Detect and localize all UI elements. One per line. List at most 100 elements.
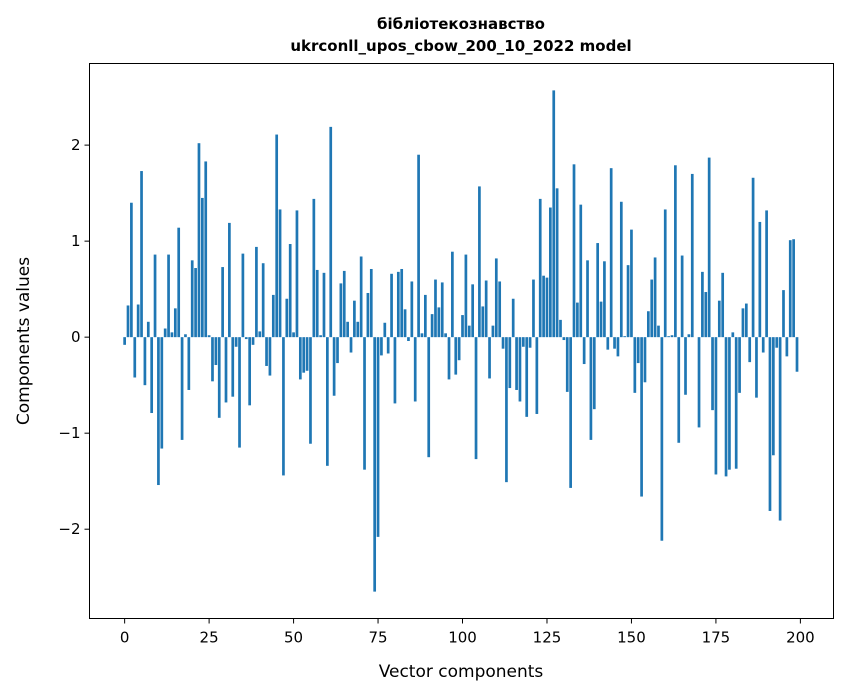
bar xyxy=(309,337,312,444)
bar xyxy=(519,337,522,401)
bar xyxy=(319,335,322,337)
bar xyxy=(424,295,427,337)
bar xyxy=(130,203,133,337)
bar xyxy=(563,337,566,340)
bar xyxy=(512,299,515,337)
bar xyxy=(242,254,245,338)
bar xyxy=(525,337,528,417)
bar xyxy=(373,337,376,591)
bar xyxy=(458,337,461,360)
bar xyxy=(593,337,596,409)
bar xyxy=(596,243,599,337)
x-tick-label: 25 xyxy=(200,629,219,647)
bar xyxy=(296,210,299,337)
bar xyxy=(671,335,674,337)
bar xyxy=(133,337,136,377)
bar xyxy=(610,168,613,337)
bar xyxy=(600,302,603,338)
bar xyxy=(481,306,484,337)
bar xyxy=(502,337,505,349)
bar xyxy=(465,255,468,338)
bar xyxy=(667,336,670,337)
bar xyxy=(698,337,701,427)
bar xyxy=(627,265,630,337)
bar xyxy=(258,331,261,337)
bar xyxy=(299,337,302,379)
bar xyxy=(478,186,481,337)
bar xyxy=(181,337,184,440)
bar xyxy=(549,208,552,338)
bar xyxy=(340,283,343,337)
bar xyxy=(546,278,549,338)
bar xyxy=(235,337,238,347)
bar xyxy=(150,337,153,413)
bar xyxy=(215,337,218,365)
y-axis-label: Components values xyxy=(14,257,34,425)
bar xyxy=(306,337,309,371)
bar xyxy=(721,273,724,337)
bar xyxy=(637,337,640,363)
bar xyxy=(728,337,731,470)
bar xyxy=(157,337,160,485)
bar xyxy=(201,198,204,337)
bar xyxy=(755,337,758,397)
bar xyxy=(688,334,691,337)
bar xyxy=(701,272,704,337)
x-tick-label: 75 xyxy=(368,629,387,647)
x-tick-label: 200 xyxy=(786,629,815,647)
x-tick-label: 100 xyxy=(448,629,477,647)
bar xyxy=(792,239,795,337)
bar xyxy=(748,337,751,362)
bar xyxy=(346,322,349,337)
bar xyxy=(789,240,792,337)
bar xyxy=(123,337,126,345)
bar xyxy=(312,199,315,337)
bar xyxy=(647,311,650,337)
bar xyxy=(590,337,593,440)
bar xyxy=(738,337,741,393)
y-tick-label: 0 xyxy=(71,328,81,346)
bar xyxy=(539,199,542,337)
bar xyxy=(718,301,721,337)
bar xyxy=(623,336,626,337)
bar xyxy=(451,252,454,337)
bar xyxy=(147,322,150,337)
bar xyxy=(407,337,410,341)
bar xyxy=(542,276,545,337)
bar xyxy=(559,320,562,337)
bar xyxy=(231,337,234,397)
bar xyxy=(285,299,288,337)
bar xyxy=(370,269,373,337)
bar xyxy=(752,178,755,337)
bar xyxy=(633,337,636,393)
bar xyxy=(184,334,187,337)
x-tick-label: 150 xyxy=(617,629,646,647)
bar xyxy=(765,210,768,337)
bar xyxy=(566,337,569,392)
bar xyxy=(221,267,224,337)
bar xyxy=(758,222,761,337)
bar xyxy=(336,337,339,363)
bar xyxy=(255,247,258,337)
bar xyxy=(245,337,248,339)
bar xyxy=(238,337,241,447)
bar xyxy=(363,337,366,470)
bar xyxy=(360,257,363,338)
x-tick-label: 175 xyxy=(702,629,731,647)
bar xyxy=(444,333,447,337)
bar xyxy=(194,268,197,337)
bar xyxy=(644,337,647,382)
bar xyxy=(468,326,471,338)
bar xyxy=(269,337,272,375)
bar xyxy=(356,322,359,337)
y-tick-label: 1 xyxy=(71,232,81,250)
bar xyxy=(404,309,407,337)
bar xyxy=(650,280,653,338)
bar xyxy=(421,333,424,337)
bar xyxy=(573,164,576,337)
bar xyxy=(394,337,397,403)
bar xyxy=(329,127,332,337)
bar xyxy=(431,314,434,337)
bar xyxy=(711,337,714,410)
